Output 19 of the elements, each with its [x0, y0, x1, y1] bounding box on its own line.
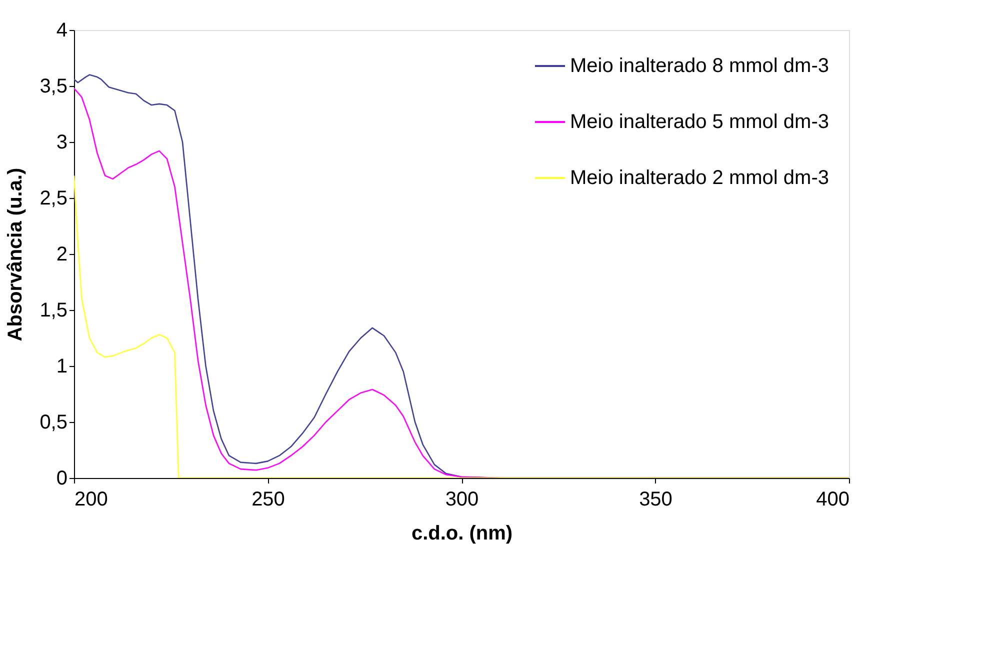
- y-tick-label: 3,5: [40, 76, 68, 98]
- y-tick-label: 2: [56, 244, 68, 266]
- x-tick-label: 200: [74, 488, 108, 510]
- y-axis-title: Absorvância (u.a.): [4, 168, 27, 342]
- y-tick-label: 1: [56, 356, 68, 378]
- legend-label: Meio inalterado 5 mmol dm-3: [570, 111, 829, 133]
- y-tick-label: 0: [56, 468, 68, 490]
- x-tick-label: 300: [445, 488, 479, 510]
- x-axis-title: c.d.o. (nm): [411, 522, 513, 544]
- y-tick-label: 2,5: [40, 188, 68, 210]
- x-tick-label: 400: [816, 488, 850, 510]
- y-tick-label: 3: [56, 132, 68, 154]
- legend-label: Meio inalterado 8 mmol dm-3: [570, 55, 829, 77]
- legend-label: Meio inalterado 2 mmol dm-3: [570, 167, 829, 189]
- y-tick-label: 0,5: [40, 412, 68, 434]
- y-tick-label: 1,5: [40, 300, 68, 322]
- x-tick-label: 350: [639, 488, 672, 510]
- x-tick-label: 250: [252, 488, 285, 510]
- y-tick-label: 4: [56, 20, 68, 42]
